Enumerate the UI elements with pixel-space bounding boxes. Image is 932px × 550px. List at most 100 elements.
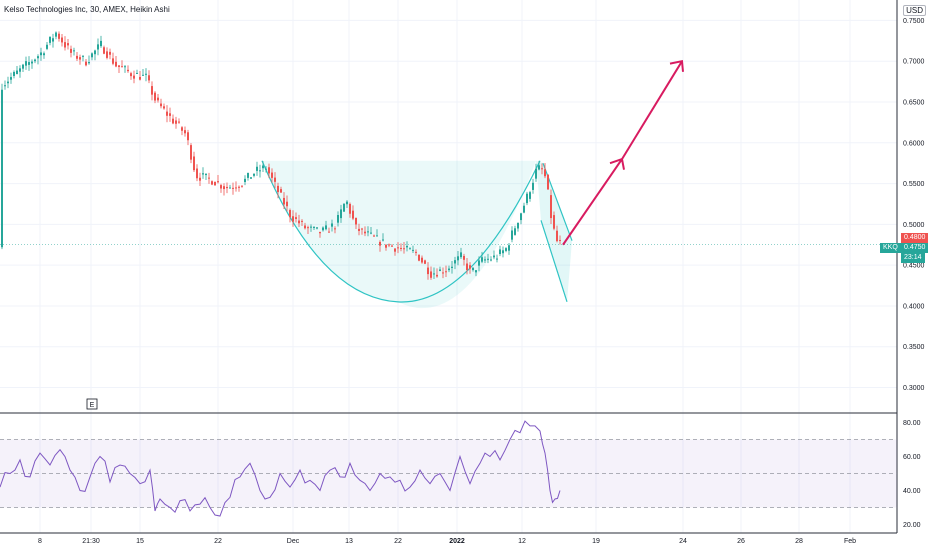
candle-body xyxy=(94,50,96,55)
cup-fill xyxy=(262,160,536,309)
candle-body xyxy=(526,193,528,204)
candle-body xyxy=(283,197,285,205)
candle-body xyxy=(445,271,447,273)
candle-body xyxy=(292,216,294,222)
rsi-tick-label: 40.00 xyxy=(903,488,921,495)
candle-body xyxy=(211,181,213,185)
candle-body xyxy=(373,235,375,237)
high-price-tag: 0.4800 xyxy=(901,233,929,243)
candle-body xyxy=(490,259,492,261)
candle-body xyxy=(295,217,297,219)
x-tick-label: 15 xyxy=(136,538,144,545)
candle-body xyxy=(547,174,549,190)
candle-body xyxy=(529,192,531,199)
candle-body xyxy=(385,244,387,248)
candle-body xyxy=(433,273,435,275)
candle-body xyxy=(229,187,231,189)
x-tick-label: 8 xyxy=(38,538,42,545)
candle-body xyxy=(262,165,264,169)
rsi-line xyxy=(0,420,561,517)
candle-body xyxy=(418,254,420,261)
x-tick-label: 24 xyxy=(679,538,687,545)
y-tick-label: 0.4000 xyxy=(903,303,925,310)
candle-body xyxy=(247,173,249,178)
candle-body xyxy=(85,61,87,66)
candle-body xyxy=(466,263,468,271)
y-tick-label: 0.6500 xyxy=(903,99,925,106)
candle-body xyxy=(346,201,348,205)
candle-body xyxy=(7,81,9,84)
rsi-tick-label: 60.00 xyxy=(903,454,921,461)
candle-body xyxy=(331,223,333,227)
candle-body xyxy=(421,257,423,263)
candle-body xyxy=(535,168,537,179)
candle-body xyxy=(481,257,483,262)
candle-body xyxy=(118,65,120,68)
candle-body xyxy=(178,121,180,123)
candle-body xyxy=(382,239,384,241)
candle-body xyxy=(493,255,495,258)
candle-body xyxy=(241,185,243,187)
x-tick-label: 19 xyxy=(592,538,600,545)
last-price-tag: 0.4750 xyxy=(901,243,929,253)
candle-body xyxy=(217,181,219,183)
candle-body xyxy=(454,260,456,264)
candle-body xyxy=(391,245,393,247)
candle-body xyxy=(112,58,114,64)
candle-body xyxy=(187,132,189,141)
candle-body xyxy=(484,259,486,261)
candle-body xyxy=(139,76,141,80)
candle-body xyxy=(274,177,276,182)
symbol-tag: KKQ xyxy=(880,243,901,253)
candle-body xyxy=(337,215,339,223)
candle-body xyxy=(340,209,342,219)
candle-body xyxy=(16,70,18,75)
candle-body xyxy=(286,201,288,207)
candle-body xyxy=(124,66,126,68)
candle-body xyxy=(289,210,291,218)
y-tick-label: 0.7500 xyxy=(903,18,925,25)
candle-body xyxy=(478,260,480,266)
candle-body xyxy=(367,231,369,233)
candle-body xyxy=(97,44,99,50)
y-tick-label: 0.5500 xyxy=(903,181,925,188)
candle-body xyxy=(511,230,513,240)
candle-body xyxy=(121,66,123,68)
candle-body xyxy=(58,33,60,39)
candle-body xyxy=(343,203,345,212)
candle-body xyxy=(172,118,174,124)
candle-body xyxy=(130,73,132,77)
candle-body xyxy=(190,145,192,160)
candle-body xyxy=(352,210,354,219)
candle-body xyxy=(88,62,90,64)
candle-body xyxy=(151,86,153,95)
projection-arrow-2 xyxy=(621,60,683,160)
candle-body xyxy=(538,165,540,170)
candle-body xyxy=(508,245,510,251)
candle-body xyxy=(64,42,66,48)
candle-body xyxy=(142,74,144,76)
candle-body xyxy=(115,61,117,67)
currency-button[interactable]: USD xyxy=(903,5,926,16)
candle-body xyxy=(505,248,507,251)
earnings-marker-box xyxy=(86,398,98,410)
candle-body xyxy=(13,71,15,76)
candle-body xyxy=(358,228,360,231)
candle-body xyxy=(82,55,84,57)
candle-body xyxy=(400,247,402,249)
candle-body xyxy=(301,220,303,222)
candle-body xyxy=(280,189,282,193)
arrow-head-2 xyxy=(669,59,684,72)
candle-body xyxy=(169,113,171,116)
candle-body xyxy=(427,267,429,275)
candle-body xyxy=(439,269,441,271)
candle-body xyxy=(310,226,312,228)
candle-body xyxy=(487,258,489,260)
candle-body xyxy=(181,127,183,131)
candle-body xyxy=(157,97,159,101)
candle-body xyxy=(307,227,309,229)
candle-body xyxy=(136,72,138,74)
candle-body xyxy=(22,64,24,69)
candle-body xyxy=(40,52,42,56)
